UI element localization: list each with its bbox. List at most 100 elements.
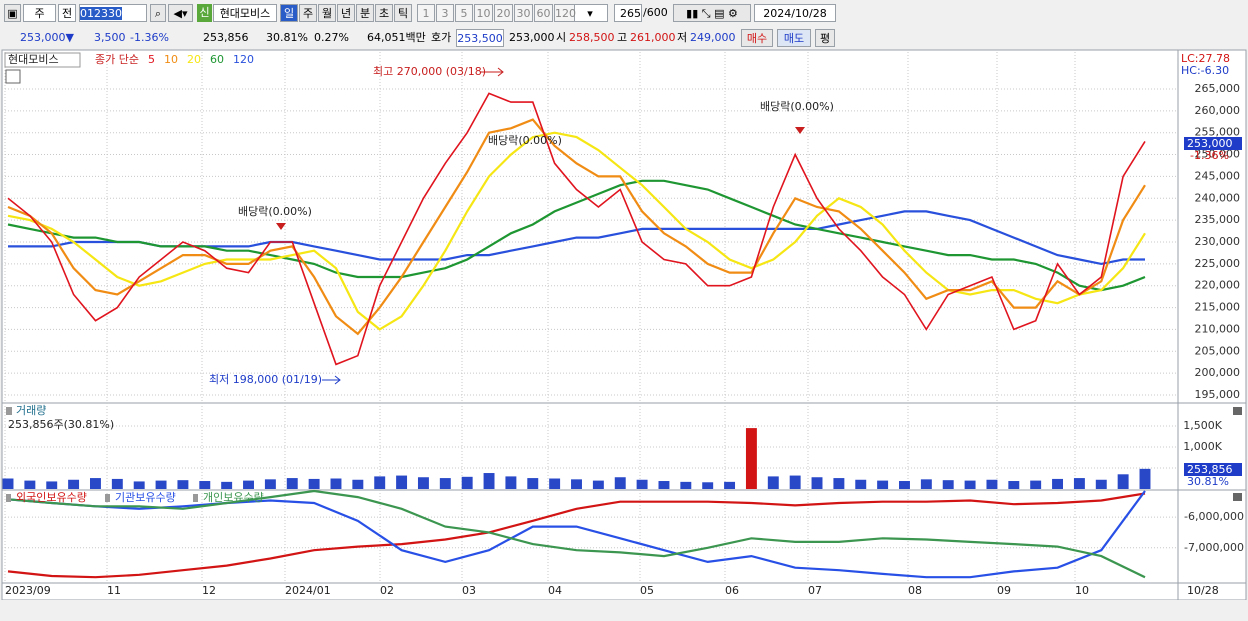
chart: ▶ ⏮ ◀ ■ ▶ ─┼── ⧉⧉ ▭ ⤯ ⤯ ⤯ ⤯ ⊕ ⌕ − + A ◀ … [1,49,1247,600]
legend-entry: 기관보유수량 [115,491,176,504]
x-tick-label: 10 [1075,584,1089,597]
legend-entry: 10 [164,53,178,66]
interval-button[interactable]: 20 [494,4,513,22]
legend-entry: 외국인보유수량 [16,491,87,504]
legend-swatch [6,407,12,415]
count-input[interactable]: 265 [614,4,642,22]
change-pct: -1.36% [130,31,169,44]
sell-button[interactable]: 매도 [777,29,811,47]
volume-bar [286,478,298,489]
period-button[interactable]: 틱 [394,4,412,22]
date-input[interactable]: 2024/10/28 [754,4,836,22]
x-tick-label: 11 [107,584,121,597]
volume-bar [811,477,823,489]
open-label: 시 [556,31,567,44]
volume-bar [789,475,801,489]
chart-icon[interactable] [5,69,21,84]
period-button[interactable]: 일 [280,4,298,22]
volume: 253,856 [203,31,249,44]
interval-button[interactable]: 120 [554,4,576,22]
low-label: 저 [677,31,688,44]
legend-entry: 개인보유수량 [203,491,264,504]
period-button[interactable]: 월 [318,4,336,22]
last-turnover: 30.81% [1187,475,1229,488]
volume-bar [111,478,123,489]
menu-icon[interactable]: ▣ [4,4,21,22]
y-tick-label: 210,000 [1195,322,1241,335]
volume-bar [855,479,867,489]
volume-bar [177,480,189,489]
close-icon[interactable] [1233,407,1242,415]
volume-bar [199,481,211,489]
volume-bar [1030,480,1042,489]
volume-bar [745,428,757,489]
name-box [4,52,81,68]
last-volume-box [1184,463,1242,476]
y-tick-label: 225,000 [1195,257,1241,270]
interval-button[interactable]: 10 [474,4,493,22]
series-line [7,179,1146,292]
volume-bar [877,480,889,489]
volume-bar [330,478,342,489]
volume-bar [571,479,582,489]
buy-button[interactable]: 매수 [741,29,773,47]
volume-bar [68,479,80,489]
arrow [795,127,805,134]
volume-bar [417,477,429,489]
annotation: 배당락(0.00%) [238,205,312,218]
chart-frame [1,49,1247,600]
y-tick-label: 220,000 [1195,279,1241,292]
volume-bar [942,480,954,489]
annotation: 배당락(0.00%) [760,100,834,113]
scope-select[interactable]: 전 [58,4,76,22]
badge: 신 [197,4,212,22]
stock-name: 현대모비스 [213,4,277,22]
period-button[interactable]: 주 [299,4,317,22]
avg-button[interactable]: 평 [815,29,835,47]
volume-bar [920,479,932,489]
volume-bar [243,480,254,489]
interval-button[interactable]: 3 [436,4,454,22]
volume-bar [155,480,167,489]
x-tick-label: 02 [380,584,394,597]
volume-bar [483,473,495,489]
bid-label: 호가 [431,31,452,44]
y-tick-label: 215,000 [1195,301,1241,314]
volume-bar [899,481,910,489]
volume-bar [505,476,517,489]
chart-name: 현대모비스 [8,53,59,66]
volume-bar [1095,479,1107,489]
interval-button[interactable]: 1 [417,4,435,22]
x-tick-label: 2023/09 [5,584,51,597]
volume-bar [221,481,233,489]
interval-button[interactable]: 5 [455,4,473,22]
market-select[interactable]: 주 [23,4,56,22]
volume-bar [724,481,736,489]
volume-bar [680,481,692,489]
tool-icons[interactable]: ▮▮ ⤡ ▤ ⚙ [673,4,751,22]
volume-bar [46,481,58,489]
volume-title: 거래량 [16,404,46,417]
volume-bar [702,482,714,489]
volume-bar [1052,478,1064,489]
code-input[interactable]: 012330 [79,4,147,22]
total: /600 [643,6,668,19]
period-button[interactable]: 초 [375,4,393,22]
interval-button[interactable]: 30 [514,4,533,22]
ratio: 0.27% [314,31,349,44]
volume-bar [24,480,36,489]
sound-button[interactable]: ◀▾ [168,4,193,22]
period-button[interactable]: 분 [356,4,374,22]
period-button[interactable]: 년 [337,4,355,22]
high-label: 고 [617,31,628,44]
low: 249,000 [690,31,736,44]
close-icon[interactable] [1233,493,1242,501]
volume-bar [374,476,386,489]
volume-bar [614,477,626,489]
series-line [7,92,1146,366]
search-button[interactable]: ⌕ [150,4,166,22]
interval-button[interactable]: 60 [534,4,553,22]
y-tick-label: 230,000 [1195,235,1241,248]
volume-bar [1117,474,1129,489]
empty-select[interactable]: ▾ [572,4,608,22]
